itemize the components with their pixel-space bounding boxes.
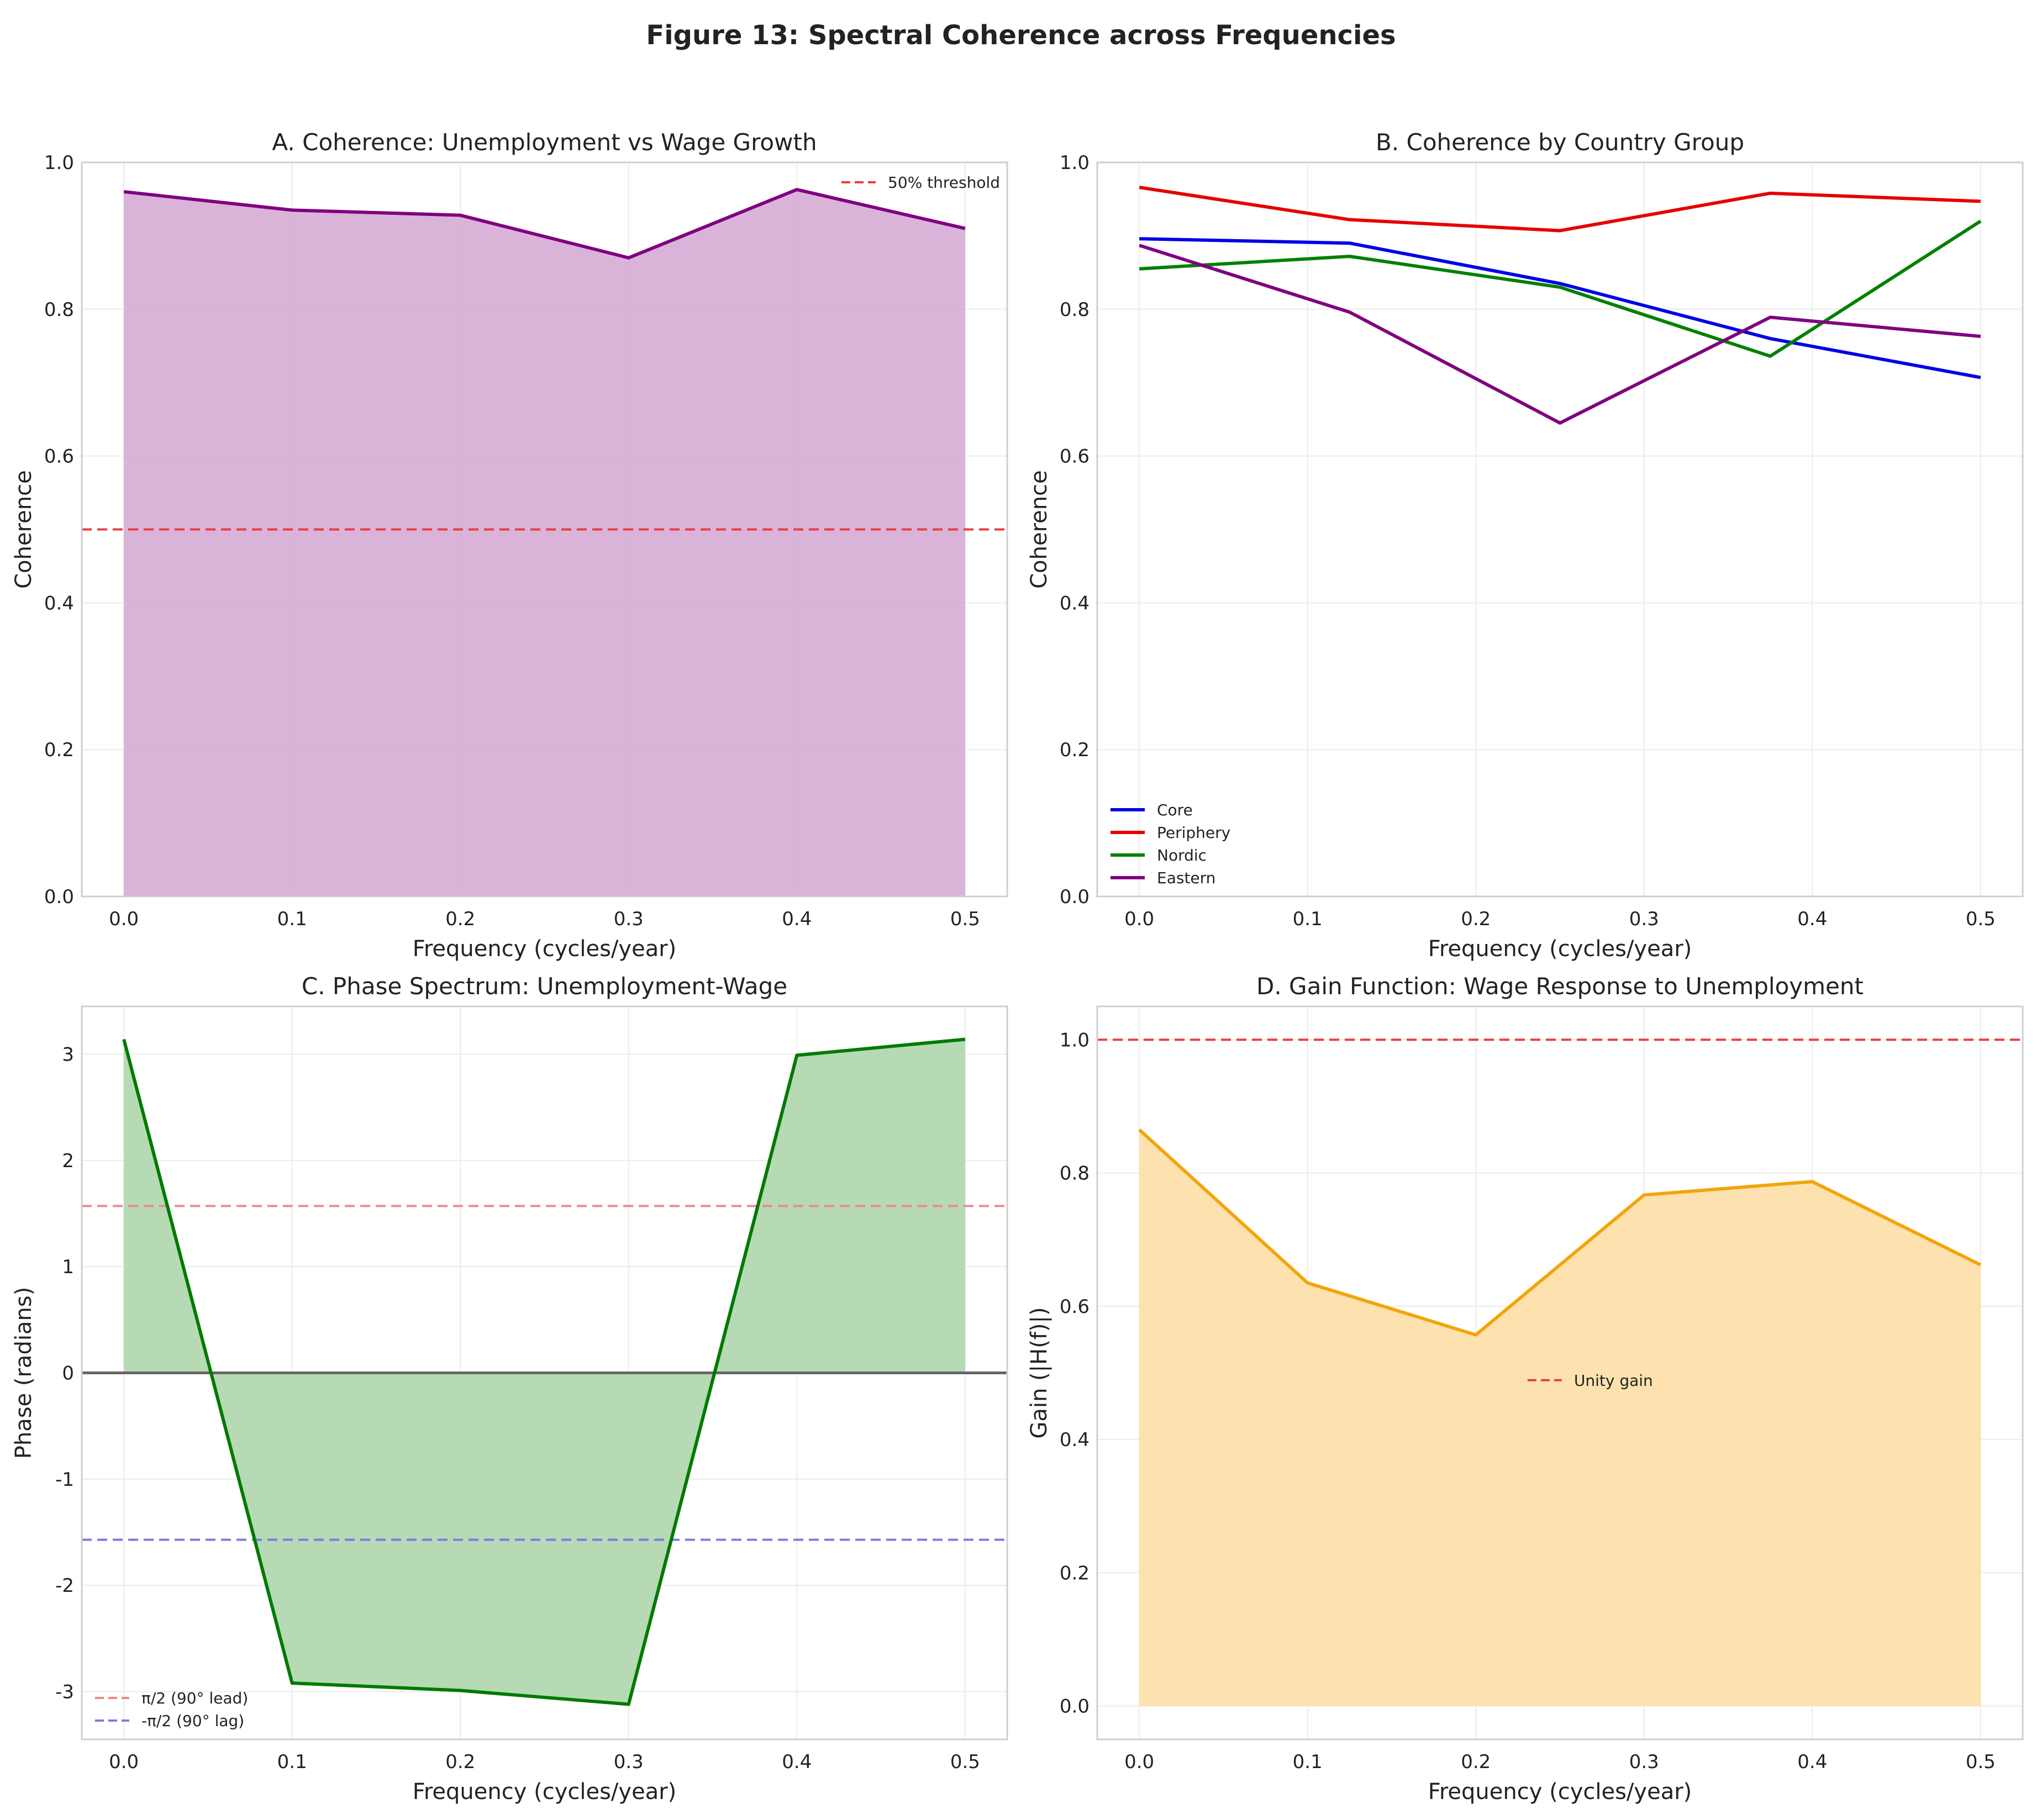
legend-label: 50% threshold [888,173,1000,192]
legend: Unity gain [1527,1371,1653,1390]
y-tick-label: -2 [55,1575,74,1597]
x-axis-label: Frequency (cycles/year) [413,1779,677,1805]
x-tick-label: 0.2 [1461,1751,1491,1773]
y-tick-label: -1 [55,1469,74,1491]
axes-frame [1096,1005,2024,1740]
y-tick-label: 0.0 [44,886,74,908]
y-tick-label: 0.8 [44,299,74,321]
x-tick-label: 0.5 [1966,1751,1996,1773]
x-tick-label: 0.5 [950,908,980,930]
panel-title: A. Coherence: Unemployment vs Wage Growt… [272,129,817,156]
x-tick-label: 0.4 [782,908,812,930]
y-tick-label: 0 [62,1363,74,1385]
y-tick-label: 2 [62,1150,74,1172]
legend: Core Periphery Nordic Eastern [1111,801,1230,887]
y-tick-label: 0.6 [1060,1296,1090,1318]
y-tick-label: 0.2 [44,739,74,761]
x-tick-label: 0.0 [109,1751,139,1773]
series-line-coherence [123,188,966,260]
x-tick-label: 0.2 [1461,908,1491,930]
plot-area [82,1037,1007,1706]
x-tick-label: 0.1 [277,1751,307,1773]
panel-D: 0.0 0.1 0.2 0.3 0.4 0.5 0.0 0.2 0.4 0.6 0.8 1.0 D. G… [1027,973,2024,1805]
panel-title: B. Coherence by Country Group [1376,129,1744,156]
y-axis-label: Coherence [11,470,36,589]
x-tick-label: 0.0 [1124,1751,1154,1773]
area-fill-coherence [124,189,965,896]
y-axis-label: Coherence [1027,470,1052,589]
x-tick-label: 0.5 [950,1751,980,1773]
y-axis-label: Gain (|H(f)|) [1027,1307,1052,1438]
x-tick-label: 0.2 [445,908,475,930]
legend-label: π/2 (90° lead) [141,1689,248,1707]
axes-frame [81,1005,1008,1740]
y-tick-label: 0.0 [1060,886,1090,908]
y-tick-label: 0.4 [1060,1429,1090,1451]
x-tick-label: 0.0 [109,908,139,930]
panel-title: C. Phase Spectrum: Unemployment-Wage [302,973,787,1000]
x-tick-label: 0.5 [1966,908,1996,930]
y-tick-label: 1.0 [44,152,74,174]
y-tick-label: 0.8 [1060,299,1090,321]
area-fill-gain [1139,1130,1981,1706]
y-tick-label: 0.0 [1060,1696,1090,1718]
y-tick-label: 0.6 [1060,446,1090,468]
legend-label: Unity gain [1574,1371,1653,1390]
y-tick-label: 0.8 [1060,1163,1090,1185]
y-tick-label: 0.2 [1060,1562,1090,1584]
panel-B: 0.0 0.1 0.2 0.3 0.4 0.5 0.0 0.2 0.4 0.6 0.8 1.0 B. C… [1027,129,2024,962]
x-tick-label: 0.3 [1629,908,1659,930]
y-tick-label: 0.4 [1060,592,1090,614]
x-axis-label: Frequency (cycles/year) [1428,1779,1692,1805]
x-tick-label: 0.4 [782,1751,812,1773]
series-line-phase [122,1037,966,1706]
y-tick-label: 0.6 [44,446,74,468]
panel-A: 0.0 0.1 0.2 0.3 0.4 0.5 0.0 0.2 0.4 0.6 0.8 1.0 A. C… [11,129,1008,962]
figure-title: Figure 13: Spectral Coherence across Fre… [646,20,1396,51]
panel-C: 0.0 0.1 0.2 0.3 0.4 0.5 -3 -2 -1 0 1 2 3 C. Phase Spe… [11,973,1008,1805]
legend-label: Eastern [1157,869,1215,887]
area-fill-phase [124,1039,965,1705]
x-tick-label: 0.1 [1293,1751,1323,1773]
legend: π/2 (90° lead) -π/2 (90° lag) [95,1689,248,1730]
x-tick-label: 0.4 [1797,908,1827,930]
y-tick-label: 1.0 [1060,1029,1090,1051]
legend-label: Core [1157,801,1193,819]
legend-label: -π/2 (90° lag) [141,1712,244,1730]
legend: 50% threshold [841,173,1000,192]
legend-label: Periphery [1157,824,1230,842]
x-axis-label: Frequency (cycles/year) [413,936,677,962]
y-tick-label: 0.4 [44,592,74,614]
chart-panels: 0.0 0.1 0.2 0.3 0.4 0.5 0.0 0.2 0.4 0.6 0.8 1.0 A. C… [11,129,2024,1805]
y-tick-label: 3 [62,1044,74,1066]
x-tick-label: 0.1 [1293,908,1323,930]
x-axis-label: Frequency (cycles/year) [1428,936,1692,962]
y-tick-label: 0.2 [1060,739,1090,761]
x-tick-label: 0.1 [277,908,307,930]
y-tick-label: 1.0 [1060,152,1090,174]
legend-label: Nordic [1157,846,1207,864]
x-tick-label: 0.0 [1124,908,1154,930]
y-axis-label: Phase (radians) [11,1287,36,1459]
x-tick-label: 0.4 [1797,1751,1827,1773]
x-tick-label: 0.3 [614,908,644,930]
axes-frame [1096,161,2024,898]
series-line-gain [1138,1128,1982,1337]
panel-title: D. Gain Function: Wage Response to Unemp… [1256,973,1864,1000]
x-tick-label: 0.3 [1629,1751,1659,1773]
plot-area [82,188,1007,896]
y-tick-label: -3 [55,1681,74,1703]
x-tick-label: 0.3 [614,1751,644,1773]
x-tick-label: 0.2 [445,1751,475,1773]
plot-area [1139,186,1982,425]
axes-frame [81,161,1008,898]
y-tick-label: 1 [62,1256,74,1278]
plot-area [1097,1038,2023,1706]
